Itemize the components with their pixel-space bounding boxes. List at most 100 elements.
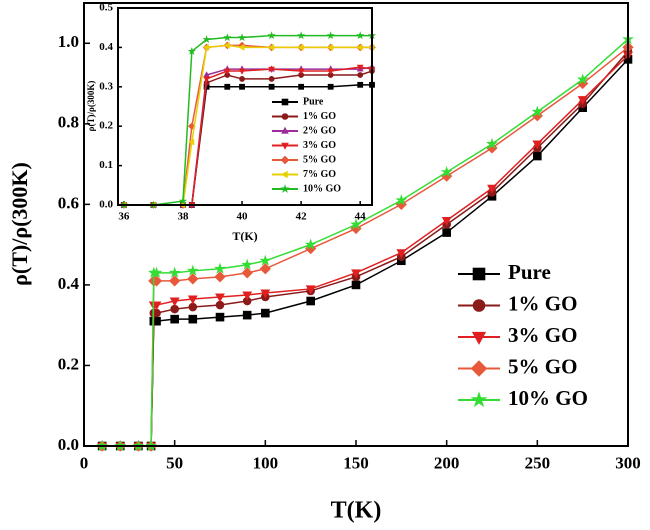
x-tick-label: 44 <box>355 211 367 223</box>
marker <box>532 140 543 150</box>
marker <box>150 266 163 278</box>
marker <box>238 68 246 75</box>
marker <box>304 238 317 250</box>
marker <box>268 76 275 82</box>
marker <box>261 308 270 318</box>
y-tick-label: 0.4 <box>58 274 80 293</box>
marker <box>296 31 306 40</box>
marker <box>327 83 334 90</box>
legend-label: 5% GO <box>303 154 336 165</box>
legend-marker <box>280 184 290 193</box>
marker <box>305 285 316 295</box>
y-tick-label: 0.8 <box>58 113 79 132</box>
marker <box>326 31 335 40</box>
legend-marker <box>280 155 290 165</box>
marker <box>168 266 181 278</box>
y-tick-label: 0.4 <box>99 41 113 53</box>
marker <box>326 44 334 51</box>
marker <box>214 271 226 283</box>
legend-label: Pure <box>508 260 551 284</box>
legend-label: 10% GO <box>508 386 588 410</box>
marker <box>214 262 226 274</box>
marker <box>297 44 304 51</box>
marker <box>187 295 198 305</box>
y-tick-label: 0.0 <box>58 435 79 454</box>
marker <box>396 249 407 259</box>
marker <box>178 196 188 205</box>
marker <box>215 312 225 322</box>
marker <box>356 44 363 51</box>
marker <box>237 33 247 42</box>
marker <box>239 76 245 82</box>
legend-marker <box>280 170 288 179</box>
marker <box>186 264 199 276</box>
marker <box>187 46 196 55</box>
y-axis-label: ρ(T)/ρ(300K) <box>7 162 32 286</box>
legend-marker <box>471 331 487 345</box>
x-tick-label: 42 <box>296 211 308 223</box>
legend-marker <box>281 113 289 120</box>
x-tick-label: 150 <box>343 454 369 473</box>
plot-frame <box>117 7 373 206</box>
y-tick-label: 0.2 <box>58 354 79 373</box>
x-tick-label: 300 <box>615 454 641 473</box>
marker <box>356 31 365 40</box>
legend-label: 2% GO <box>303 125 336 136</box>
legend-marker <box>470 391 488 408</box>
marker <box>350 218 362 230</box>
marker <box>440 165 453 178</box>
legend-marker <box>470 360 488 377</box>
legend-label: 3% GO <box>508 323 577 347</box>
marker <box>442 228 451 237</box>
x-tick-label: 100 <box>253 454 279 473</box>
marker <box>351 280 361 290</box>
y-tick-label: 0.6 <box>58 193 79 212</box>
marker <box>242 291 253 301</box>
y-tick-label: 0.2 <box>99 120 113 132</box>
marker <box>169 297 180 307</box>
marker <box>202 35 211 44</box>
marker <box>267 31 276 40</box>
marker <box>533 151 542 161</box>
marker <box>151 301 162 311</box>
marker <box>223 33 232 42</box>
legend-label: 3% GO <box>303 140 336 151</box>
marker <box>327 68 335 75</box>
marker <box>298 83 305 90</box>
x-tick-label: 38 <box>177 211 189 223</box>
marker <box>268 83 275 90</box>
marker <box>223 42 230 49</box>
marker <box>188 138 195 146</box>
marker <box>242 310 252 320</box>
legend-marker <box>281 98 289 106</box>
plot-frame <box>83 2 629 447</box>
marker <box>241 267 253 279</box>
marker <box>577 96 588 106</box>
y-tick-label: 0.0 <box>99 199 113 211</box>
marker <box>260 289 271 299</box>
marker <box>187 273 199 285</box>
marker <box>576 73 589 85</box>
y-tick-label: 0.5 <box>99 2 113 14</box>
y-axis-label: ρ(T)/ρ(300K) <box>86 81 96 132</box>
marker <box>188 314 198 324</box>
marker <box>223 68 231 75</box>
marker <box>259 254 272 266</box>
x-tick-label: 36 <box>118 211 130 223</box>
y-tick-label: 1.0 <box>58 32 79 51</box>
legend-marker <box>281 142 289 150</box>
marker <box>357 72 364 78</box>
marker <box>239 83 245 90</box>
marker <box>241 258 254 270</box>
plot-area <box>118 8 372 205</box>
marker <box>170 314 179 324</box>
legend-label: 5% GO <box>508 354 577 378</box>
series-line <box>123 34 372 206</box>
marker <box>441 216 452 226</box>
legend-label: 1% GO <box>303 111 336 122</box>
marker <box>487 184 497 194</box>
marker <box>351 269 361 279</box>
legend-label: 1% GO <box>508 291 577 315</box>
marker <box>203 76 210 83</box>
